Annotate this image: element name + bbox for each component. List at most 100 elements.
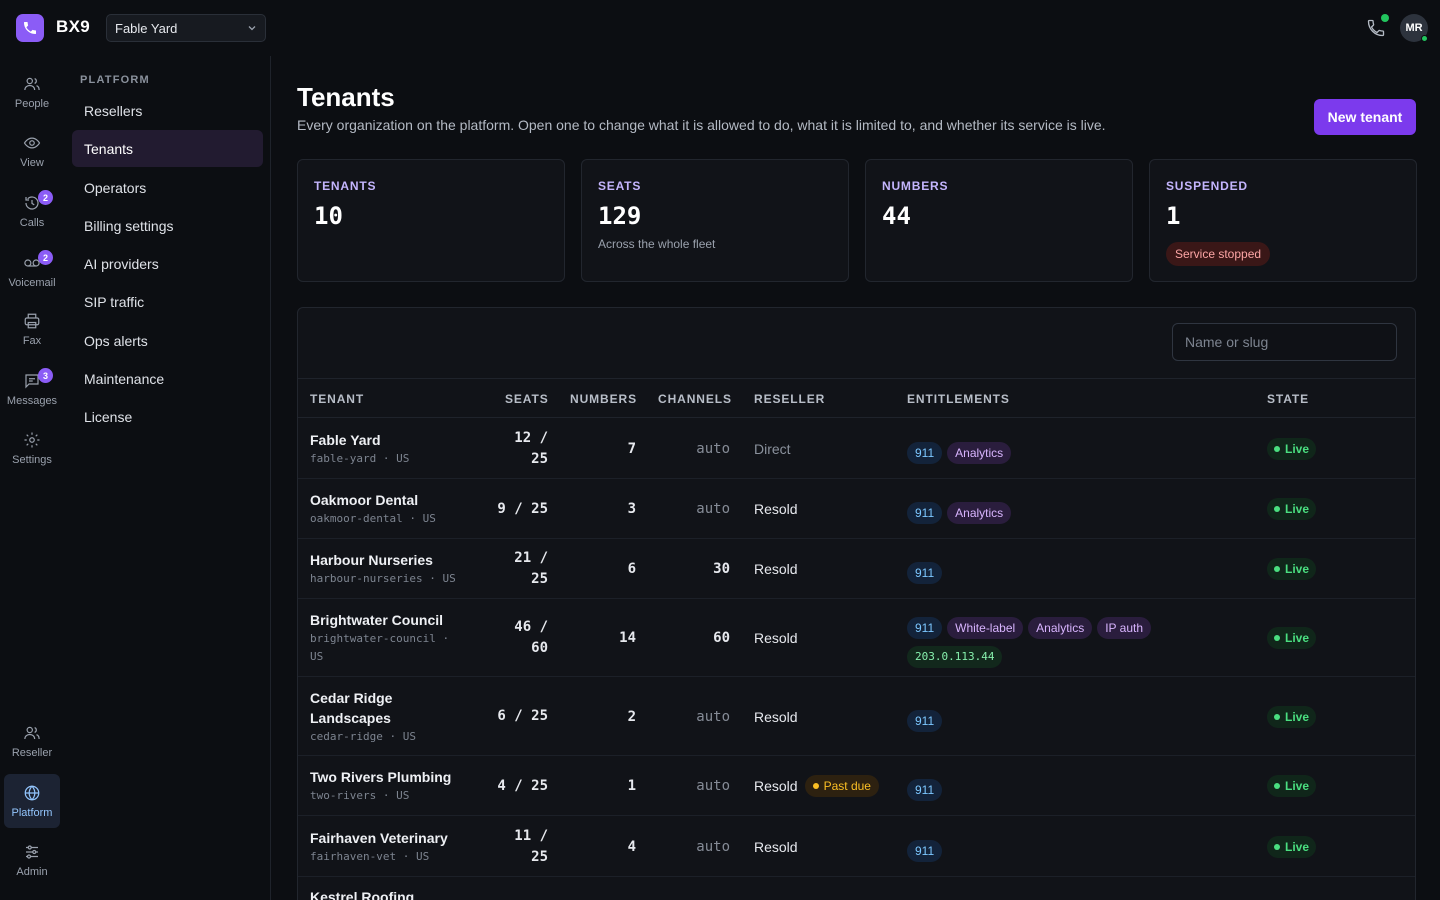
subnav-item-billing-settings[interactable]: Billing settings	[84, 217, 174, 234]
stat-value: 10	[314, 202, 343, 230]
subnav-item-ai-providers[interactable]: AI providers	[84, 255, 159, 272]
logo-phone-icon[interactable]	[16, 14, 44, 42]
entitlement-chip: 203.0.113.44	[907, 646, 1003, 668]
state-badge-live: Live	[1267, 627, 1317, 649]
workspace-select[interactable]: Fable Yard	[106, 14, 266, 42]
stat-card-seats: SEATS 129 Across the whole fleet	[581, 159, 849, 282]
reseller-name[interactable]: Resold	[754, 630, 798, 646]
table-row[interactable]: Kestrel Roofing	[298, 877, 1415, 900]
subnav-item-tenants[interactable]: Tenants	[72, 130, 263, 167]
rail-item-platform[interactable]: Platform	[4, 774, 60, 828]
seats-value: 9 / 25	[497, 501, 548, 517]
numbers-value: 4	[627, 839, 636, 855]
subnav-item-resellers[interactable]: Resellers	[84, 102, 143, 119]
reseller-name[interactable]: Direct	[754, 441, 791, 457]
subnav-item-license[interactable]: License	[84, 408, 133, 425]
column-header-tenant[interactable]: TENANT	[310, 392, 365, 406]
rail-item-view[interactable]: View	[4, 124, 60, 178]
subnav-item-maintenance[interactable]: Maintenance	[84, 370, 165, 387]
stat-label: NUMBERS	[882, 179, 949, 193]
online-status-dot	[1381, 14, 1389, 22]
tenant-slug: oakmoor-dental · US	[310, 512, 436, 525]
platform-subnav: PLATFORM Resellers Tenants Operators Bil…	[64, 56, 271, 900]
column-header-state[interactable]: STATE	[1267, 392, 1310, 406]
tenant-name[interactable]: Harbour Nurseries	[310, 552, 433, 568]
state-badge-live: Live	[1267, 775, 1317, 797]
table-row[interactable]: Fairhaven Veterinary fairhaven-vet · US 11…	[298, 816, 1415, 877]
numbers-value: 14	[619, 630, 636, 646]
column-header-channels[interactable]: CHANNELS	[658, 392, 732, 406]
state-badge-live: Live	[1267, 706, 1317, 728]
subnav-item-sip-traffic[interactable]: SIP traffic	[84, 293, 145, 310]
live-dot-icon	[1274, 506, 1280, 512]
entitlements-cell: 911	[907, 706, 1207, 734]
entitlement-chip: 911	[907, 779, 943, 801]
rail-label: Messages	[6, 394, 58, 407]
column-header-reseller[interactable]: RESELLER	[754, 392, 826, 406]
people-icon	[24, 77, 40, 90]
tenant-name[interactable]: Oakmoor Dental	[310, 492, 419, 508]
column-header-numbers[interactable]: NUMBERS	[570, 392, 637, 406]
tenant-cell: Fable Yard fable-yard · US	[310, 430, 485, 468]
tenant-name[interactable]: Brightwater Council	[310, 612, 444, 628]
tenant-name[interactable]: Kestrel Roofing	[310, 889, 415, 900]
tenant-slug: harbour-nurseries · US	[310, 572, 456, 585]
reseller-name[interactable]: Resold	[754, 501, 798, 517]
search-input[interactable]	[1172, 323, 1397, 361]
numbers-value: 1	[627, 778, 636, 794]
rail-label: Reseller	[11, 746, 53, 759]
tenant-name[interactable]: Fable Yard	[310, 432, 381, 448]
tenant-name[interactable]: Two Rivers Plumbing	[310, 769, 452, 785]
new-tenant-button[interactable]: New tenant	[1314, 99, 1416, 135]
reseller-name[interactable]: Resold	[754, 778, 798, 794]
subnav-heading: PLATFORM	[80, 74, 150, 86]
seats-value: 11 /25	[514, 828, 548, 865]
rail-item-messages[interactable]: 3 Messages	[4, 362, 60, 416]
entitlement-chip: White-label	[947, 617, 1024, 639]
rail-label: People	[14, 97, 50, 110]
rail-item-calls[interactable]: 2 Calls	[4, 184, 60, 238]
warning-dot-icon	[812, 783, 819, 789]
tenant-slug: cedar-ridge · US	[310, 730, 416, 743]
rail-item-settings[interactable]: Settings	[4, 421, 60, 475]
subnav-item-operators[interactable]: Operators	[84, 179, 147, 196]
reseller-name[interactable]: Resold	[754, 709, 798, 725]
table-row[interactable]: Oakmoor Dental oakmoor-dental · US 9 / 25 3…	[298, 479, 1415, 539]
stat-card-numbers: NUMBERS 44	[865, 159, 1133, 282]
live-dot-icon	[1274, 446, 1280, 452]
rail-item-fax[interactable]: Fax	[4, 302, 60, 356]
table-row[interactable]: Cedar Ridge Landscapes cedar-ridge · US 6 /…	[298, 677, 1415, 756]
state-badge-live: Live	[1267, 836, 1317, 858]
reseller-cell: Resold	[754, 498, 798, 520]
column-header-entitlements[interactable]: ENTITLEMENTS	[907, 392, 1010, 406]
table-row[interactable]: Two Rivers Plumbing two-rivers · US 4 / 25…	[298, 756, 1415, 816]
state-label: Live	[1285, 779, 1310, 793]
tenant-name[interactable]: Cedar Ridge Landscapes	[310, 690, 393, 726]
state-badge-live: Live	[1267, 498, 1317, 520]
tenant-slug: fable-yard · US	[310, 452, 410, 465]
table-row[interactable]: Fable Yard fable-yard · US 12 /25 7 auto Dire…	[298, 418, 1415, 479]
channels-value: auto	[696, 839, 730, 855]
table-row[interactable]: Harbour Nurseries harbour-nurseries · US 2…	[298, 539, 1415, 599]
rail-label: Calls	[19, 216, 45, 229]
reseller-name[interactable]: Resold	[754, 561, 798, 577]
channels-value: auto	[696, 709, 730, 725]
rail-item-reseller[interactable]: Reseller	[4, 714, 60, 768]
stat-label: SEATS	[598, 179, 642, 193]
reseller-name[interactable]: Resold	[754, 839, 798, 855]
table-row[interactable]: Brightwater Council brightwater-council ·…	[298, 599, 1415, 677]
column-header-seats[interactable]: SEATS	[505, 392, 549, 406]
rail-item-admin[interactable]: Admin	[4, 833, 60, 887]
numbers-value: 7	[627, 441, 636, 457]
subnav-item-ops-alerts[interactable]: Ops alerts	[84, 332, 148, 349]
avatar-status-dot	[1421, 35, 1428, 42]
tenant-name[interactable]: Fairhaven Veterinary	[310, 830, 448, 846]
seats-value: 6 / 25	[497, 708, 548, 724]
rail-item-people[interactable]: People	[4, 65, 60, 119]
rail-item-voicemail[interactable]: 2 Voicemail	[4, 244, 60, 298]
phone-status-icon[interactable]	[1366, 18, 1386, 38]
live-dot-icon	[1274, 783, 1280, 789]
seats-value: 46 /60	[514, 619, 548, 656]
state-label: Live	[1285, 442, 1310, 456]
entitlements-cell: 911 White-label Analytics IP auth 203.0.113.…	[907, 613, 1207, 669]
